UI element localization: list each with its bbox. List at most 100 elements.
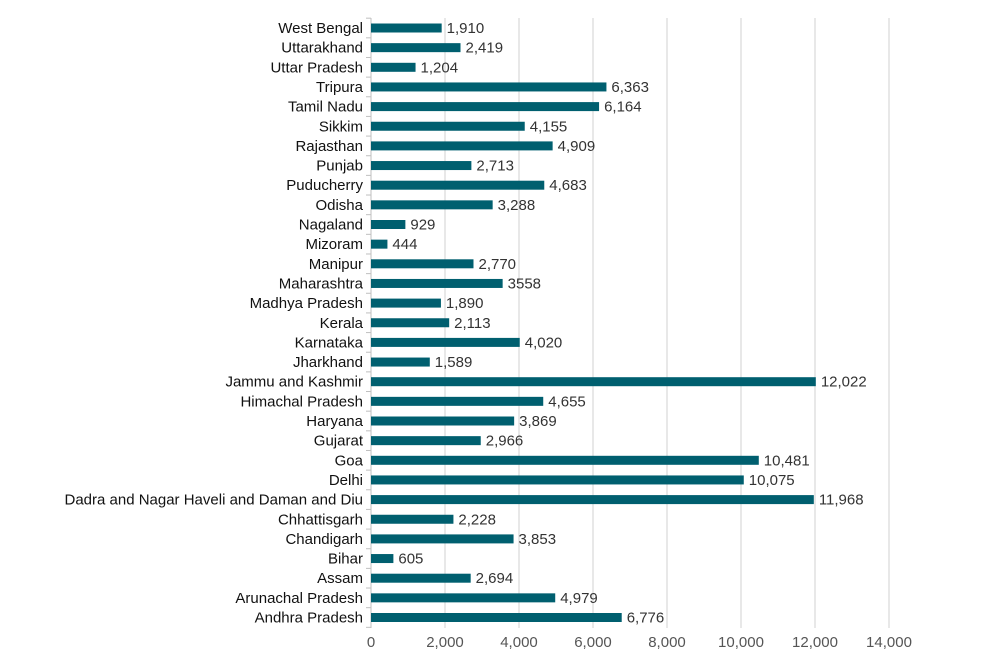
- value-label: 4,909: [558, 138, 596, 155]
- value-label: 3,869: [519, 413, 557, 430]
- bar: [371, 180, 545, 190]
- category-label: Maharashtra: [279, 275, 364, 292]
- category-label: Mizoram: [305, 236, 363, 253]
- value-label: 929: [410, 217, 435, 234]
- bar: [371, 534, 514, 544]
- bar: [371, 220, 406, 229]
- value-label: 2,694: [476, 570, 514, 587]
- category-label: Dadra and Nagar Haveli and Daman and Diu: [64, 492, 363, 509]
- bar: [371, 593, 556, 603]
- value-label: 1,204: [421, 59, 459, 76]
- category-label: Haryana: [306, 413, 363, 430]
- category-label: Sikkim: [319, 118, 363, 135]
- bar: [371, 121, 525, 131]
- bar: [371, 554, 394, 564]
- x-tick-label: 0: [367, 634, 375, 651]
- value-label: 12,022: [821, 374, 867, 391]
- bar: [371, 161, 472, 171]
- value-label: 2,770: [478, 256, 516, 273]
- bar: [371, 298, 441, 308]
- bar: [371, 141, 553, 151]
- bar: [371, 573, 471, 583]
- bar: [371, 62, 416, 72]
- x-tick-label: 6,000: [574, 634, 612, 651]
- x-tick-label: 14,000: [866, 634, 912, 651]
- bar: [371, 239, 388, 249]
- value-label: 4,683: [549, 177, 587, 194]
- category-label: Puducherry: [286, 177, 363, 194]
- bars: [371, 23, 816, 622]
- value-label: 2,713: [476, 158, 514, 175]
- value-label: 6,363: [611, 79, 649, 96]
- value-label: 1,890: [446, 295, 484, 312]
- bar: [371, 396, 544, 406]
- value-label: 2,419: [466, 40, 504, 57]
- gridlines: [444, 18, 890, 628]
- category-label: Jharkhand: [293, 354, 363, 371]
- category-label: Arunachal Pradesh: [235, 590, 363, 607]
- category-label: Tamil Nadu: [288, 99, 363, 116]
- bar: [371, 357, 430, 367]
- x-tick-label: 10,000: [718, 634, 764, 651]
- category-label: West Bengal: [278, 20, 363, 37]
- category-label: Uttar Pradesh: [270, 59, 363, 76]
- bar: [371, 318, 450, 328]
- value-label: 6,776: [627, 610, 665, 627]
- y-axis: [366, 17, 372, 628]
- value-label: 4,155: [530, 118, 568, 135]
- x-tick-label: 4,000: [500, 634, 538, 651]
- value-label: 1,589: [435, 354, 473, 371]
- value-label: 4,020: [525, 334, 563, 351]
- bar: [371, 377, 816, 387]
- bar: [371, 43, 461, 53]
- value-label: 3,853: [519, 531, 557, 548]
- bar: [371, 102, 600, 112]
- category-label: Rajasthan: [295, 138, 363, 155]
- category-label: Bihar: [328, 551, 363, 568]
- x-tick-label: 2,000: [426, 634, 464, 651]
- bar: [371, 23, 442, 33]
- bar: [371, 436, 481, 446]
- bar: [371, 613, 622, 622]
- bar: [371, 455, 759, 465]
- category-label: Chandigarh: [285, 531, 363, 548]
- value-label: 605: [398, 551, 423, 568]
- category-label: Jammu and Kashmir: [225, 374, 363, 391]
- value-label: 11,968: [819, 492, 864, 509]
- bar: [371, 82, 607, 92]
- category-label: Kerala: [320, 315, 364, 332]
- category-label: Himachal Pradesh: [240, 393, 363, 410]
- bar: [371, 259, 474, 269]
- value-label: 3558: [508, 275, 541, 292]
- value-label: 4,979: [560, 590, 598, 607]
- category-label: Karnataka: [295, 334, 364, 351]
- value-label: 444: [392, 236, 417, 253]
- category-label: Andhra Pradesh: [255, 610, 363, 627]
- value-label: 2,966: [486, 433, 524, 450]
- category-label: Assam: [317, 570, 363, 587]
- bar: [371, 514, 454, 524]
- category-label: Manipur: [309, 256, 363, 273]
- category-label: Punjab: [316, 158, 363, 175]
- value-label: 2,113: [454, 315, 490, 332]
- category-label: Odisha: [315, 197, 363, 214]
- bar: [371, 337, 520, 347]
- value-labels: 1,910 2,419 1,204 6,363 6,164 4,155 4,909 2,713…: [392, 20, 866, 627]
- value-label: 1,910: [447, 20, 485, 37]
- bar: [371, 416, 515, 426]
- category-labels: West Bengal Uttarakhand Uttar Pradesh Tripu…: [64, 20, 363, 627]
- category-label: Madhya Pradesh: [250, 295, 363, 312]
- bar: [371, 278, 503, 288]
- value-label: 2,228: [458, 511, 496, 528]
- category-label: Goa: [335, 452, 364, 469]
- category-label: Nagaland: [299, 217, 363, 234]
- x-tick-label: 12,000: [792, 634, 838, 651]
- bar: [371, 495, 814, 505]
- category-label: Tripura: [316, 79, 364, 96]
- value-label: 3,288: [498, 197, 536, 214]
- value-label: 4,655: [548, 393, 586, 410]
- x-axis-tick-labels: 0 2,000 4,000 6,000 8,000 10,000 12,000 14,000: [367, 634, 912, 651]
- category-label: Chhattisgarh: [278, 511, 363, 528]
